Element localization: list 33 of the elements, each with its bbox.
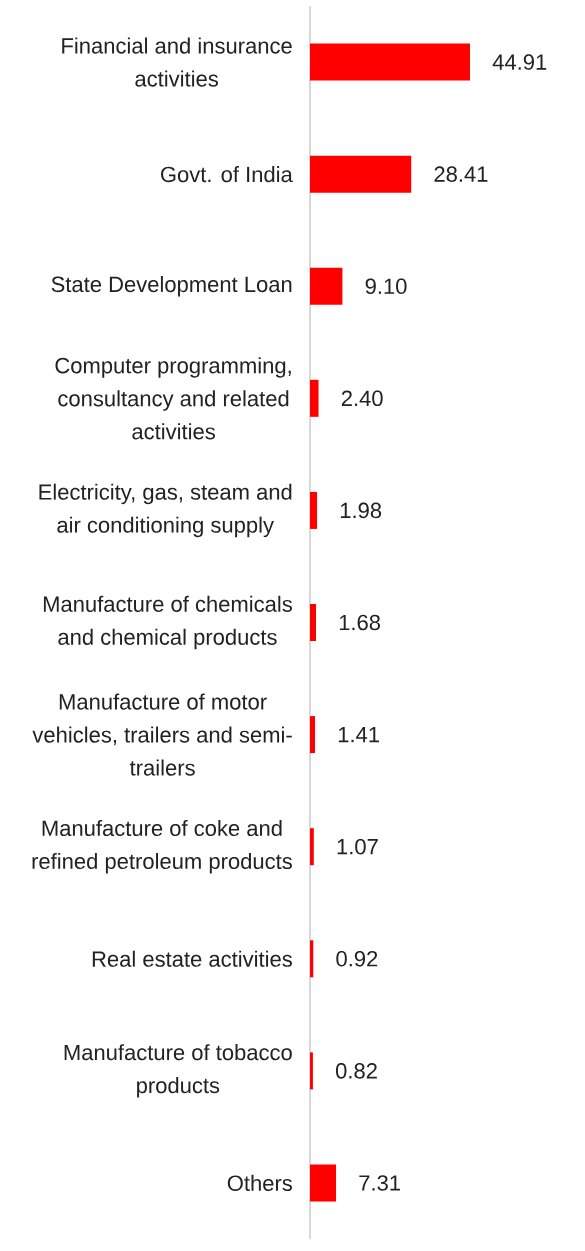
y-tick-label: Electricity, gas, steam and air conditioning supply xyxy=(39,483,292,538)
bar xyxy=(310,491,318,529)
y-tick-label: Manufacture of chemicals and chemical products xyxy=(43,595,292,650)
bar xyxy=(310,604,316,641)
y-tick-label: Others xyxy=(227,1174,292,1192)
bar xyxy=(310,43,470,81)
data-label: 0.92 xyxy=(336,950,378,967)
y-tick-label: Computer programming, consultancy and related activities xyxy=(55,357,291,440)
y-tick-label: Manufacture of motor vehicles, trailers and semi-trailers xyxy=(32,693,292,776)
y-tick-label: Real estate activities xyxy=(92,950,292,967)
data-label: 7.31 xyxy=(359,1175,400,1191)
data-label: 1.41 xyxy=(338,727,379,743)
data-label: 0.82 xyxy=(335,1063,377,1079)
bar xyxy=(310,940,314,978)
bar xyxy=(310,1164,337,1202)
y-tick-label: Manufacture of tobacco products xyxy=(64,1044,292,1098)
data-label: 1.68 xyxy=(339,614,381,631)
bar xyxy=(310,1052,313,1090)
y-tick-label: Manufacture of coke and refined petroleum products xyxy=(32,819,292,874)
data-label: 28.41 xyxy=(434,166,488,182)
bar xyxy=(310,828,314,866)
data-label: 9.10 xyxy=(365,278,407,295)
data-label: 1.07 xyxy=(337,838,378,855)
bar xyxy=(310,267,343,305)
data-label: 1.98 xyxy=(340,502,382,519)
data-label: 2.40 xyxy=(341,390,383,407)
data-label: 44.91 xyxy=(492,54,547,70)
bar xyxy=(310,379,319,417)
bar xyxy=(310,155,412,193)
y-tick-label: Govt. of India xyxy=(161,166,293,183)
bar xyxy=(310,716,316,754)
y-tick-label: Financial and insurance activities xyxy=(62,37,292,87)
y-tick-label: State Development Loan xyxy=(51,275,292,297)
